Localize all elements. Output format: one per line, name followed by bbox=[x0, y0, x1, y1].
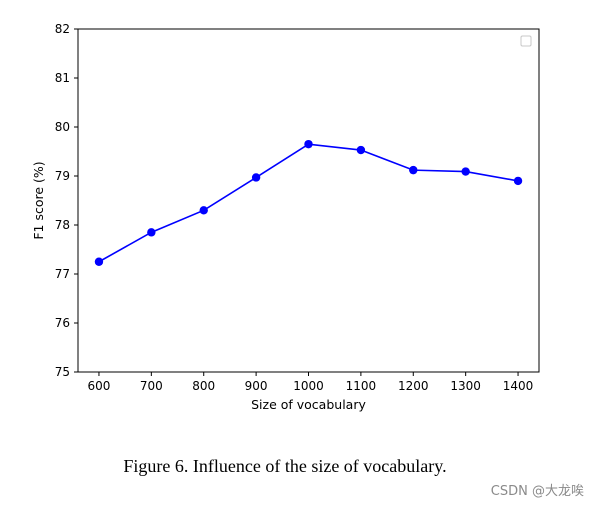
y-tick-label: 78 bbox=[55, 218, 70, 232]
x-tick-label: 1300 bbox=[450, 379, 481, 393]
x-tick-label: 900 bbox=[245, 379, 268, 393]
x-tick-label: 700 bbox=[140, 379, 163, 393]
data-point bbox=[461, 167, 470, 176]
x-tick-label: 1100 bbox=[346, 379, 377, 393]
line-chart: 75 76 77 78 79 80 81 82 600 700 800 900 1000 1100 120… bbox=[31, 22, 540, 412]
data-point bbox=[199, 206, 208, 215]
x-tick-label: 1400 bbox=[503, 379, 534, 393]
y-tick-label: 77 bbox=[55, 267, 70, 281]
data-point bbox=[513, 176, 523, 186]
y-tick-label: 81 bbox=[55, 71, 70, 85]
x-tick-label: 1200 bbox=[398, 379, 429, 393]
plot-area bbox=[77, 28, 540, 373]
series-group bbox=[94, 139, 523, 266]
x-tick-label: 600 bbox=[88, 379, 111, 393]
y-axis-label: F1 score (%) bbox=[31, 161, 46, 239]
x-axis-ticks: 600 700 800 900 1000 1100 1200 1300 1400 bbox=[88, 372, 534, 393]
y-tick-label: 75 bbox=[55, 365, 70, 379]
y-tick-label: 82 bbox=[55, 22, 70, 36]
x-tick-label: 1000 bbox=[293, 379, 324, 393]
y-tick-label: 79 bbox=[55, 169, 70, 183]
y-tick-label: 76 bbox=[55, 316, 70, 330]
data-point bbox=[147, 228, 156, 237]
data-point bbox=[94, 257, 104, 266]
x-axis-label: Size of vocabulary bbox=[251, 397, 366, 412]
figure-caption: Figure 6. Influence of the size of vocab… bbox=[123, 456, 447, 476]
data-point bbox=[251, 173, 261, 182]
y-axis-ticks: 75 76 77 78 79 80 81 82 bbox=[55, 22, 78, 379]
y-tick-label: 80 bbox=[55, 120, 70, 134]
watermark: CSDN @大龙唉 bbox=[490, 484, 584, 499]
data-point bbox=[356, 145, 366, 155]
legend-box bbox=[520, 35, 532, 47]
data-point bbox=[409, 165, 418, 175]
x-tick-label: 800 bbox=[192, 379, 215, 393]
data-point bbox=[304, 139, 313, 149]
